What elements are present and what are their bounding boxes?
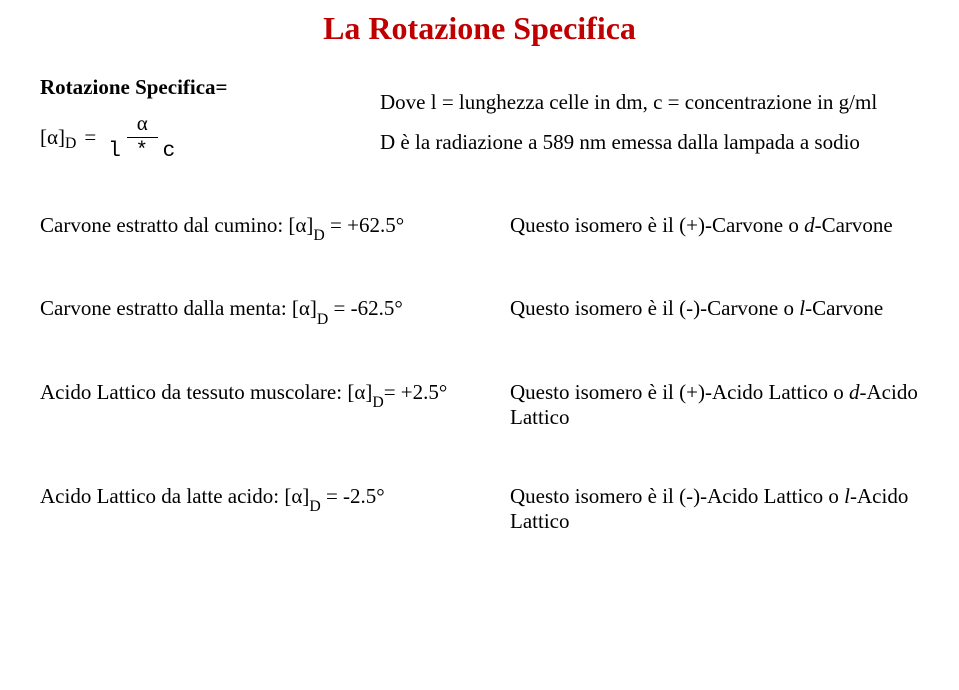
data-row: Acido Lattico da latte acido: [α]D = -2.…	[40, 484, 919, 534]
bracket-close: ]	[58, 125, 65, 150]
definition-block: Rotazione Specifica= [α]D = α l * c Dove…	[40, 75, 919, 163]
row-left-sub: D	[309, 498, 320, 515]
alpha-symbol: α	[47, 125, 58, 150]
row-right: Questo isomero è il (+)-Acido Lattico o …	[510, 380, 919, 430]
row-left-value: = -62.5°	[328, 296, 402, 320]
formula-lhs: [α]D	[40, 125, 76, 150]
row-right-pre: Questo isomero è il (+)-Carvone o	[510, 213, 804, 237]
data-row: Carvone estratto dal cumino: [α]D = +62.…	[40, 213, 919, 242]
row-left-text: Acido Lattico da latte acido: [α]	[40, 484, 309, 508]
row-left: Acido Lattico da tessuto muscolare: [α]D…	[40, 380, 460, 409]
row-left: Acido Lattico da latte acido: [α]D = -2.…	[40, 484, 460, 513]
row-left-text: Acido Lattico da tessuto muscolare: [α]	[40, 380, 372, 404]
subscript-d: D	[65, 135, 76, 153]
row-right-italic: d	[849, 380, 860, 404]
row-right-pre: Questo isomero è il (-)-Carvone o	[510, 296, 799, 320]
row-right-post: -Carvone	[815, 213, 893, 237]
row-right-post: -Carvone	[805, 296, 883, 320]
data-row: Acido Lattico da tessuto muscolare: [α]D…	[40, 380, 919, 430]
row-left-text: Carvone estratto dal cumino: [α]	[40, 213, 313, 237]
definition-line-1: Dove l = lunghezza celle in dm, c = conc…	[380, 83, 877, 123]
data-row: Carvone estratto dalla menta: [α]D = -62…	[40, 296, 919, 325]
fraction-numerator: α	[127, 112, 158, 138]
row-right: Questo isomero è il (-)-Carvone o l-Carv…	[510, 296, 919, 321]
row-left-sub: D	[313, 227, 324, 244]
row-left-value: = +2.5°	[384, 380, 448, 404]
row-left-value: = -2.5°	[321, 484, 385, 508]
row-right-italic: d	[804, 213, 815, 237]
page-title: La Rotazione Specifica	[40, 10, 919, 47]
row-left: Carvone estratto dalla menta: [α]D = -62…	[40, 296, 460, 325]
row-left: Carvone estratto dal cumino: [α]D = +62.…	[40, 213, 460, 242]
equals-sign: =	[84, 125, 96, 150]
row-left-sub: D	[317, 311, 328, 328]
row-right-pre: Questo isomero è il (-)-Acido Lattico o	[510, 484, 844, 508]
row-right: Questo isomero è il (-)-Acido Lattico o …	[510, 484, 919, 534]
row-right-pre: Questo isomero è il (+)-Acido Lattico o	[510, 380, 849, 404]
row-left-sub: D	[372, 394, 383, 411]
formula-fraction: α l * c	[104, 112, 180, 163]
definition-text: Dove l = lunghezza celle in dm, c = conc…	[380, 83, 877, 163]
fraction-denominator: l * c	[104, 138, 180, 163]
rotation-specific-label: Rotazione Specifica=	[40, 75, 300, 100]
rotation-formula: [α]D = α l * c	[40, 112, 300, 163]
row-left-value: = +62.5°	[325, 213, 404, 237]
row-left-text: Carvone estratto dalla menta: [α]	[40, 296, 317, 320]
definition-line-2: D è la radiazione a 589 nm emessa dalla …	[380, 123, 877, 163]
formula-column: Rotazione Specifica= [α]D = α l * c	[40, 75, 300, 163]
row-right: Questo isomero è il (+)-Carvone o d-Carv…	[510, 213, 919, 238]
bracket-open: [	[40, 125, 47, 150]
